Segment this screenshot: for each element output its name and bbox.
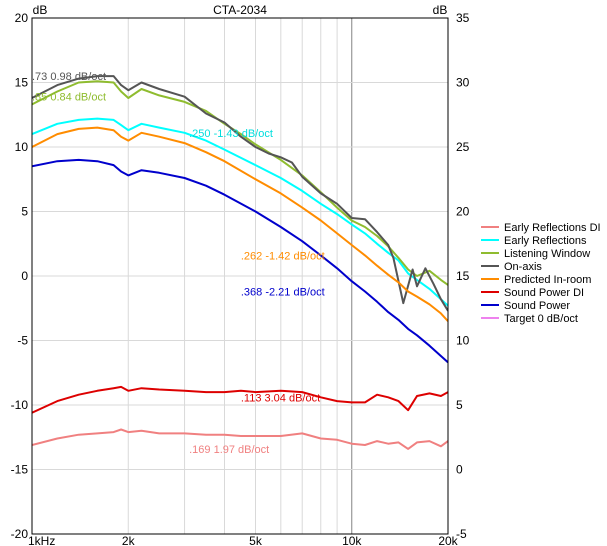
plot-frame: [31, 17, 449, 535]
right-axis-unit: dB: [433, 3, 448, 17]
y-left-tick-label: 0: [21, 269, 28, 283]
legend-label: Predicted In-room: [504, 274, 591, 286]
slope-annotations: .73 0.98 dB/oct .85 0.84 dB/oct .250 -1.43…: [32, 71, 325, 456]
slope-annotation: .169 1.97 dB/oct: [189, 444, 269, 456]
y-left-tick-label: -20: [11, 527, 29, 541]
series-line-predicted-in-room: [32, 126, 448, 322]
y-right-tick-label: 5: [456, 398, 463, 412]
y-left-tick-label: 5: [21, 205, 28, 219]
slope-annotation: .262 -1.42 dB/oct: [241, 250, 325, 262]
left-axis-unit: dB: [33, 3, 48, 17]
y-right-tick-label: 30: [456, 76, 470, 90]
legend-label: On-axis: [504, 261, 542, 273]
slope-annotation: .73 0.98 dB/oct: [32, 71, 106, 83]
series-line-early-reflections: [32, 117, 448, 307]
y-right-tick-label: -5: [456, 527, 467, 541]
x-tick-label: 1kHz: [28, 534, 55, 546]
slope-annotation: .113 3.04 dB/oct: [241, 392, 320, 404]
series-line-on-axis: [32, 75, 448, 312]
x-tick-label: 10k: [342, 534, 362, 546]
y-right-tick-label: 15: [456, 269, 470, 283]
y-right-tick-label: 0: [456, 463, 463, 477]
series-line-sound-power: [32, 158, 448, 364]
legend-label: Early Reflections DI: [504, 222, 601, 234]
series-line-early-reflections-di: [32, 428, 448, 450]
y-right-tick-label: 25: [456, 140, 470, 154]
legend-label: Early Reflections: [504, 235, 587, 247]
y-right-tick-label: 10: [456, 334, 470, 348]
legend-label: Sound Power DI: [504, 287, 584, 299]
y-left-tick-label: -15: [11, 463, 29, 477]
y-left-tick-label: -10: [11, 398, 29, 412]
x-tick-label: 2k: [122, 534, 136, 546]
legend-label: Listening Window: [504, 248, 590, 260]
x-tick-label: 20k: [438, 534, 458, 546]
chart-title: CTA-2034: [213, 3, 267, 17]
plot-series: [32, 75, 448, 450]
y-right-tick-label: 35: [456, 11, 470, 25]
y-right-tick-label: 20: [456, 205, 470, 219]
legend-label: Sound Power: [504, 300, 570, 312]
legend-label: Target 0 dB/oct: [504, 313, 578, 325]
axis-tick-labels: 1kHz 2k 5k 10k 20k 20 15 10 5 0 -5 -10 -15 -20 35 30 25 2…: [11, 11, 470, 546]
y-left-tick-label: -5: [17, 334, 28, 348]
y-left-tick-label: 15: [15, 76, 29, 90]
y-left-tick-label: 20: [15, 11, 29, 25]
slope-annotation: .250 -1.43 dB/oct: [189, 128, 273, 140]
y-left-tick-label: 10: [15, 140, 29, 154]
x-tick-label: 5k: [249, 534, 263, 546]
slope-annotation: .368 -2.21 dB/oct: [241, 286, 325, 298]
slope-annotation: .85 0.84 dB/oct: [32, 92, 106, 104]
series-line-sound-power-di: [32, 385, 448, 414]
